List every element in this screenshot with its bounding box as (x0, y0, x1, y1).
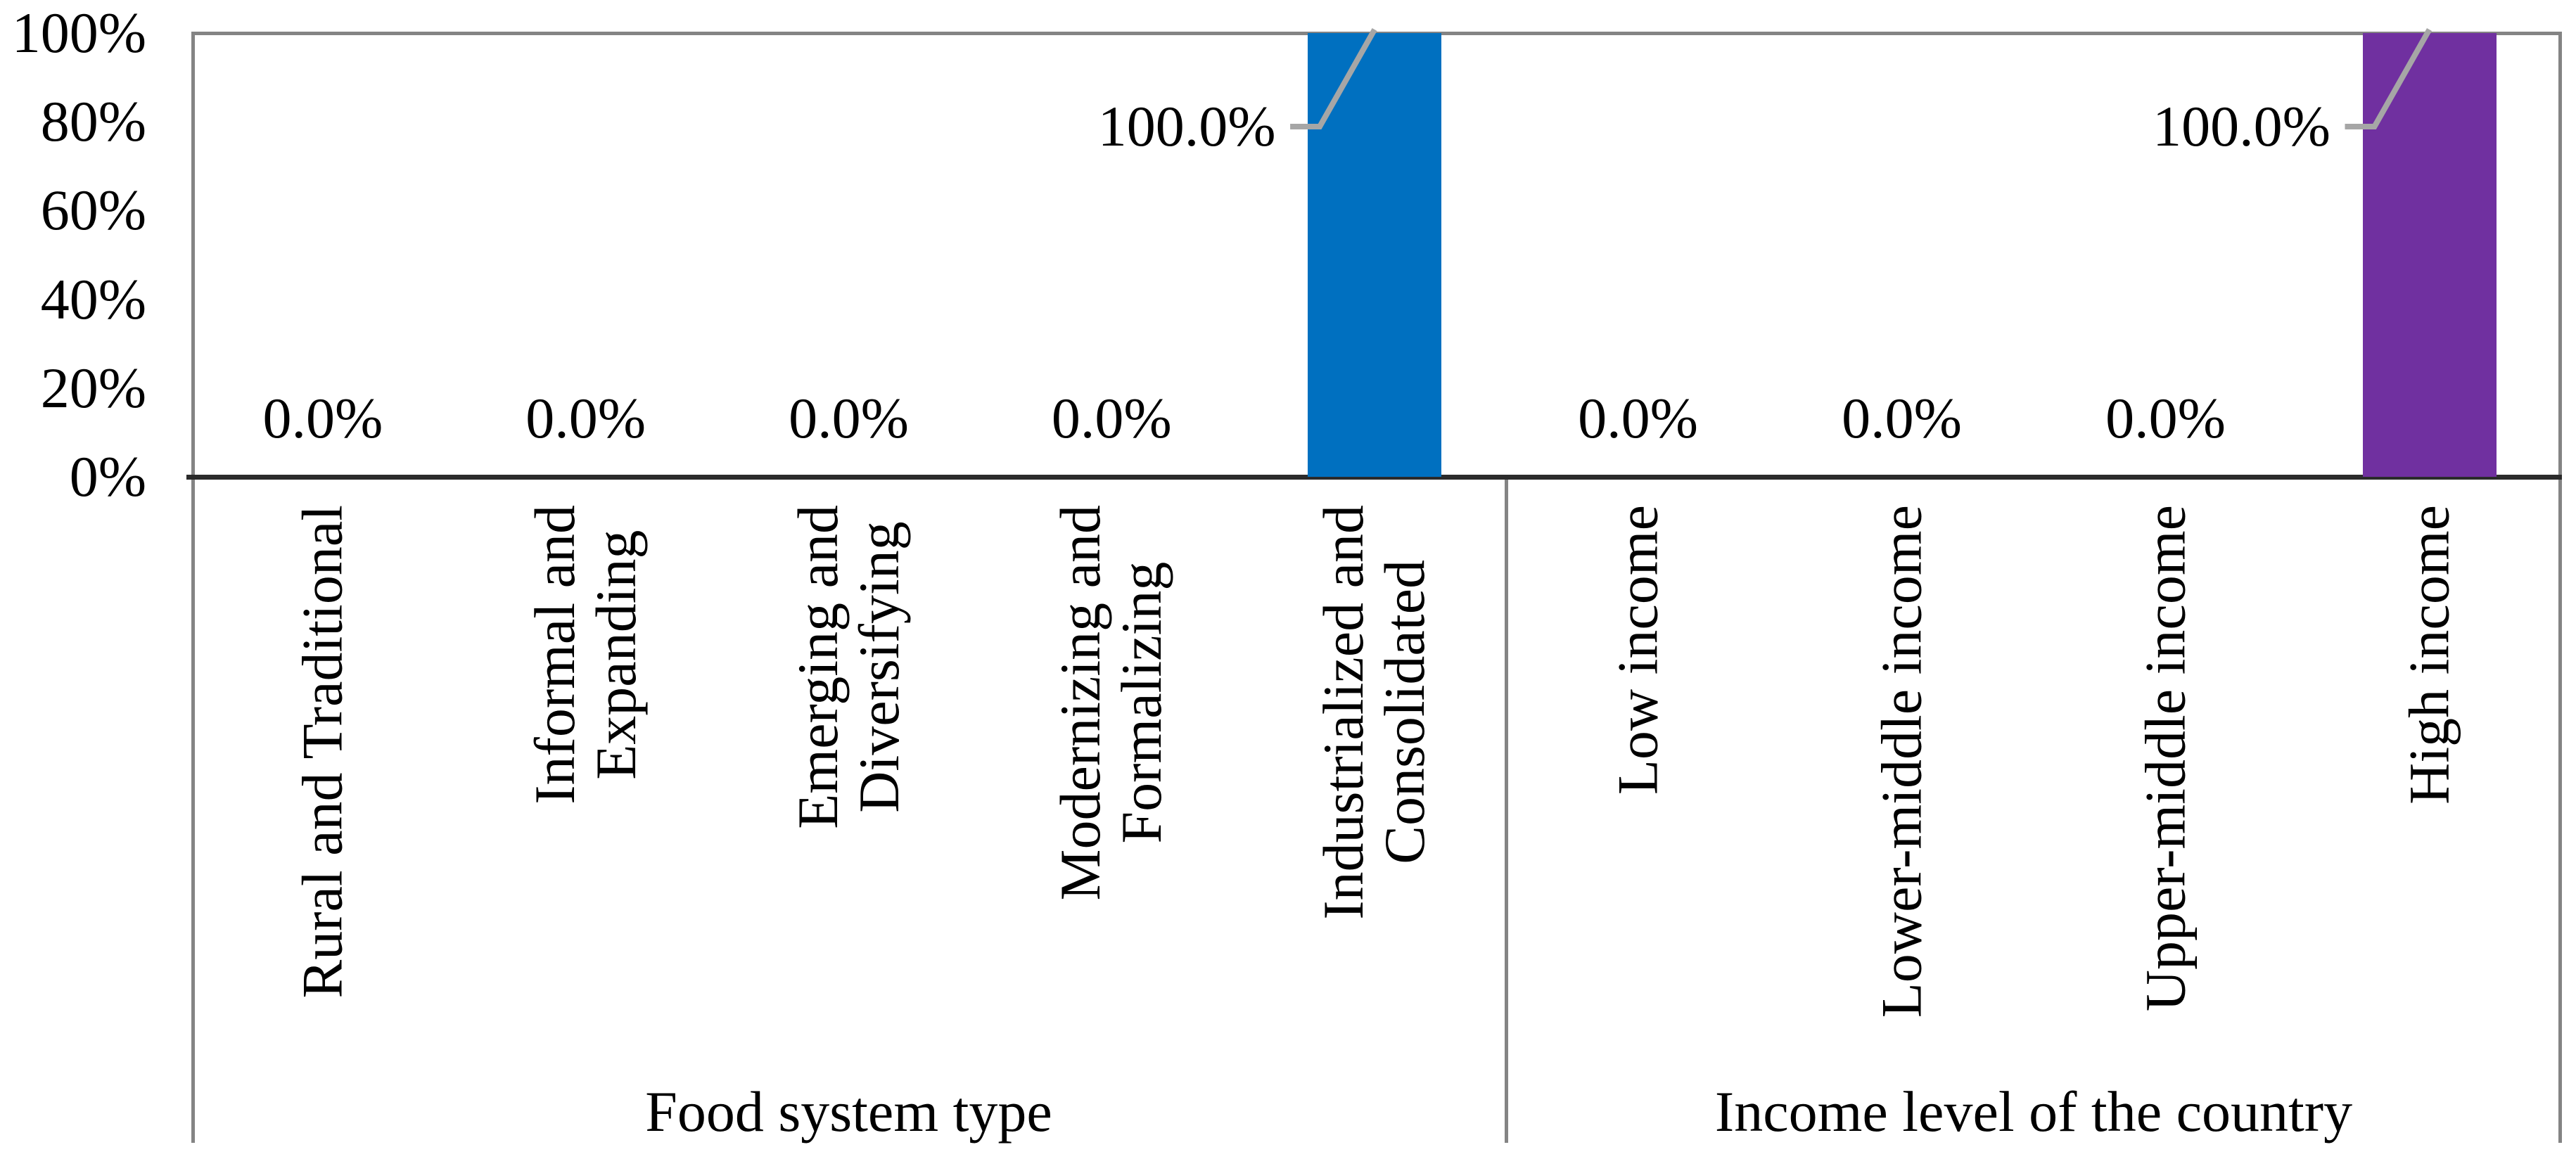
plot-right-border (2558, 32, 2562, 1143)
data-label: 0.0% (1578, 386, 1698, 450)
y-axis-tick-label: 40% (40, 267, 146, 331)
data-label: 0.0% (525, 386, 646, 450)
leader-line (1290, 28, 1377, 129)
axis-group-label: Income level of the country (1714, 1080, 2353, 1144)
y-axis-tick-label: 60% (40, 178, 146, 243)
data-label: 0.0% (1842, 386, 1962, 450)
data-label: 0.0% (262, 386, 383, 450)
y-axis-tick-label: 80% (40, 89, 146, 154)
data-label: 0.0% (789, 386, 909, 450)
axis-group-label: Food system type (645, 1080, 1052, 1144)
data-label: 100.0% (1097, 94, 1276, 158)
data-label: 100.0% (2153, 94, 2330, 158)
x-axis-line (186, 475, 2562, 480)
y-axis-tick-label: 100% (11, 1, 146, 65)
category-group-divider (1505, 477, 1508, 1143)
y-axis-tick-label: 20% (40, 355, 146, 420)
data-label: 0.0% (1051, 386, 1172, 450)
leader-line (2345, 28, 2432, 129)
data-label: 0.0% (2105, 386, 2226, 450)
plot-left-border (191, 32, 195, 1143)
y-axis-tick-label: 0% (69, 444, 146, 508)
